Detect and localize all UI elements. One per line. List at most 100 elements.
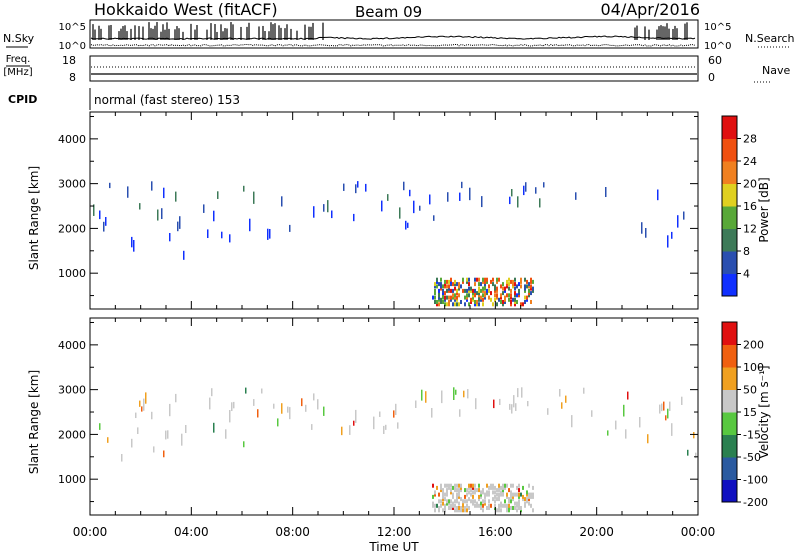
- echo-cell: [468, 282, 470, 287]
- echo-cell: [446, 288, 448, 293]
- count-tick-top-right: 10^5: [704, 22, 731, 33]
- echo-cell: [458, 286, 460, 291]
- scatter-cell: [131, 236, 133, 248]
- scatter-cell: [109, 182, 111, 189]
- scatter-cell: [179, 216, 181, 229]
- echo-cell: [512, 284, 514, 289]
- echo-cell: [442, 300, 444, 304]
- echo-cell: [450, 288, 452, 293]
- echo-cell: [500, 293, 502, 298]
- nsky-label: N.Sky: [3, 32, 35, 45]
- echo-cell: [446, 279, 448, 284]
- cpid-text: normal (fast stereo) 153: [94, 93, 240, 107]
- echo-cell: [434, 295, 436, 300]
- echo-cell: [494, 286, 496, 291]
- echo-cell: [460, 300, 462, 304]
- echo-cell: [442, 293, 444, 298]
- echo-cell: [464, 295, 466, 300]
- echo-cell: [462, 288, 464, 293]
- echo-cell: [482, 297, 484, 302]
- scatter-cell: [183, 250, 185, 260]
- echo-cell: [442, 288, 444, 293]
- nsky-spikes: [92, 22, 688, 40]
- echo-cell: [504, 288, 506, 293]
- scatter-cell: [481, 196, 483, 208]
- echo-cell: [484, 286, 486, 291]
- echo-cell: [466, 288, 468, 293]
- echo-cell: [442, 291, 444, 296]
- echo-cell: [470, 297, 472, 302]
- echo-cell: [466, 277, 468, 282]
- echo-cell: [488, 288, 490, 293]
- echo-cell: [476, 291, 478, 296]
- echo-cell: [454, 279, 456, 284]
- scatter-cell: [323, 204, 325, 212]
- count-panel-frame: [89, 19, 699, 49]
- cpid-label: CPID: [8, 93, 37, 106]
- echo-cell: [502, 300, 504, 304]
- echo-cell: [460, 284, 462, 289]
- scatter-cell: [447, 192, 449, 202]
- scatter-cell: [281, 196, 283, 207]
- echo-cell: [506, 279, 508, 284]
- echo-cell: [440, 286, 442, 291]
- scatter-cell: [213, 210, 215, 222]
- echo-cell: [450, 295, 452, 300]
- scatter-cell: [103, 221, 105, 232]
- echo-cell: [478, 297, 480, 302]
- echo-cell: [466, 297, 468, 302]
- echo-cell: [434, 284, 436, 289]
- echo-cell: [436, 300, 438, 304]
- echo-cell: [480, 297, 482, 302]
- echo-cell: [510, 300, 512, 304]
- count-tick-bottom-left: 10^0: [59, 41, 86, 52]
- power-echo-cells: [93, 181, 685, 307]
- echo-cell: [450, 282, 452, 287]
- scatter-cell: [357, 181, 359, 188]
- scatter-cell: [105, 217, 107, 226]
- scatter-cell: [539, 198, 541, 208]
- scatter-cell: [461, 181, 463, 189]
- echo-cell: [486, 279, 488, 284]
- echo-cell: [444, 279, 446, 284]
- echo-cell: [472, 288, 474, 293]
- echo-cell: [468, 286, 470, 291]
- echo-cell: [476, 300, 478, 304]
- echo-cell: [514, 302, 516, 307]
- scatter-cell: [353, 213, 355, 222]
- echo-cell: [444, 282, 446, 287]
- echo-cell: [448, 286, 450, 291]
- echo-cell: [474, 291, 476, 296]
- scatter-cell: [93, 204, 95, 216]
- echo-cell: [482, 293, 484, 298]
- echo-cell: [452, 302, 454, 307]
- echo-cell: [474, 282, 476, 287]
- echo-cell: [514, 293, 516, 298]
- echo-cell: [436, 284, 438, 289]
- nave-label: Nave: [762, 64, 790, 77]
- nsearch-label: N.Search: [745, 32, 795, 45]
- freq-tick-bottom: 8: [69, 71, 76, 84]
- echo-cell: [478, 291, 480, 296]
- echo-cell: [454, 302, 456, 307]
- scatter-cell: [355, 184, 357, 194]
- scatter-cell: [387, 194, 389, 201]
- echo-cell: [444, 295, 446, 300]
- scatter-cell: [151, 181, 153, 191]
- echo-cell: [512, 297, 514, 302]
- scatter-cell: [677, 215, 679, 228]
- echo-cell: [492, 282, 494, 287]
- echo-cell: [478, 286, 480, 291]
- scatter-cell: [313, 206, 315, 218]
- scatter-cell: [409, 189, 411, 197]
- echo-cell: [486, 291, 488, 296]
- echo-cell: [468, 288, 470, 293]
- echo-cell: [438, 291, 440, 296]
- scatter-cell: [157, 209, 159, 221]
- scatter-cell: [543, 182, 545, 188]
- echo-cell: [472, 297, 474, 302]
- scatter-cell: [525, 182, 527, 192]
- echo-cell: [438, 302, 440, 307]
- echo-cell: [442, 284, 444, 289]
- scatter-cell: [175, 191, 177, 202]
